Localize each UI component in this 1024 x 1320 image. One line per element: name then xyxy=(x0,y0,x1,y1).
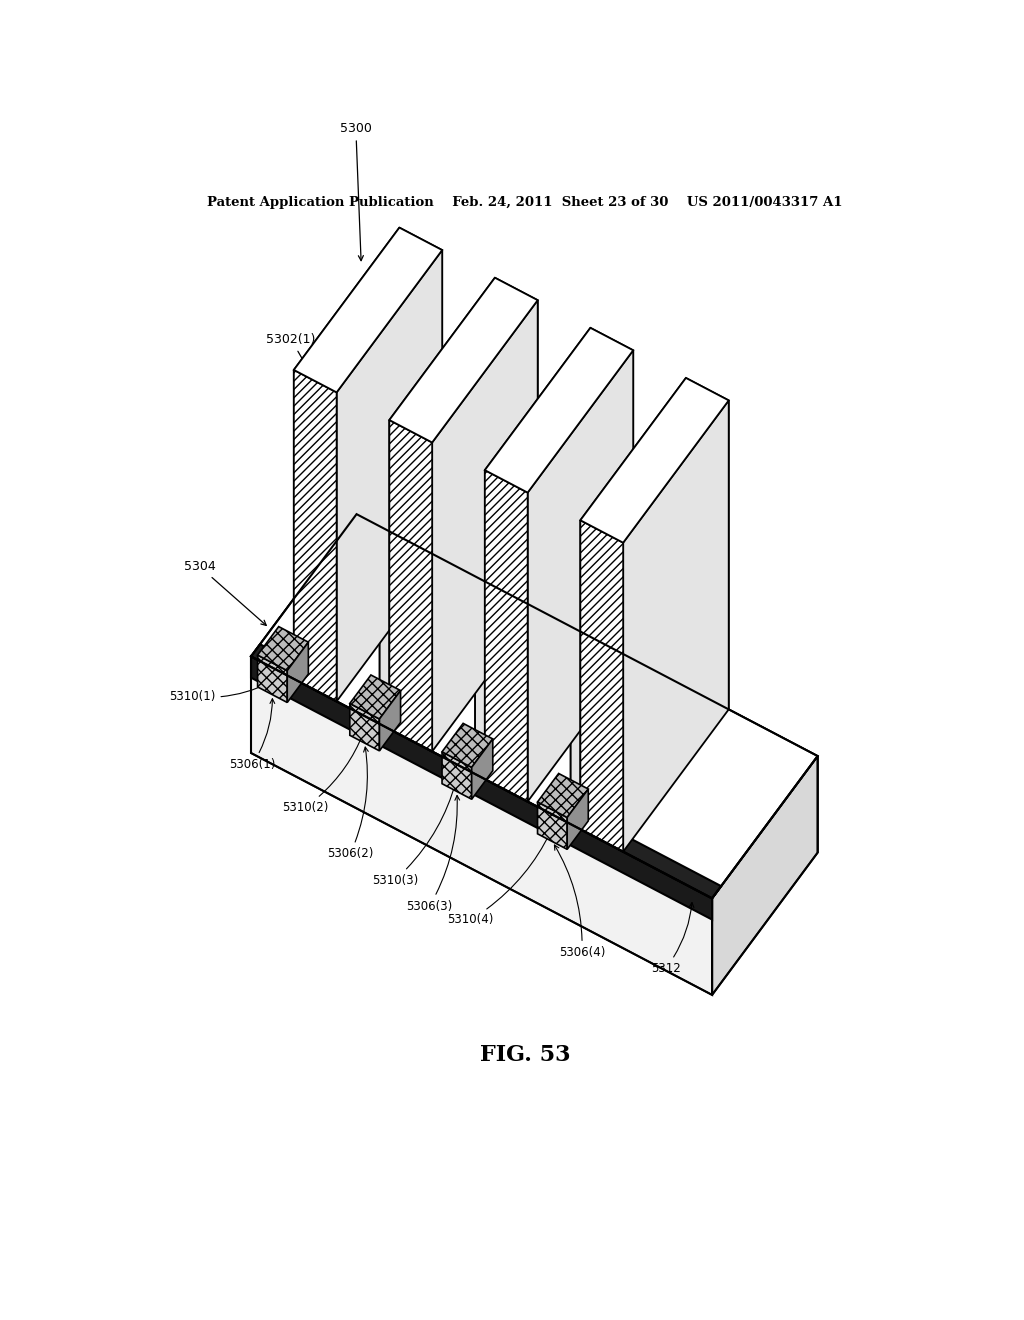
Text: Patent Application Publication    Feb. 24, 2011  Sheet 23 of 30    US 2011/00433: Patent Application Publication Feb. 24, … xyxy=(207,195,843,209)
Polygon shape xyxy=(389,277,538,442)
Polygon shape xyxy=(581,378,729,543)
Polygon shape xyxy=(484,327,591,779)
Polygon shape xyxy=(567,789,588,849)
Polygon shape xyxy=(527,350,633,801)
Text: 5310(2): 5310(2) xyxy=(283,734,364,814)
Polygon shape xyxy=(581,520,624,851)
Polygon shape xyxy=(495,277,538,609)
Polygon shape xyxy=(686,378,729,709)
Text: 5306(4): 5306(4) xyxy=(554,845,605,960)
Text: FIG. 53: FIG. 53 xyxy=(479,1044,570,1065)
Polygon shape xyxy=(472,739,493,799)
Text: 5306(3): 5306(3) xyxy=(407,796,460,912)
Polygon shape xyxy=(356,515,817,853)
Polygon shape xyxy=(294,227,442,392)
Polygon shape xyxy=(389,420,432,751)
Polygon shape xyxy=(484,327,633,492)
Polygon shape xyxy=(475,477,581,774)
Polygon shape xyxy=(350,675,400,719)
Polygon shape xyxy=(581,378,686,829)
Polygon shape xyxy=(337,546,380,723)
Polygon shape xyxy=(380,428,485,723)
Text: 5310(1): 5310(1) xyxy=(169,682,269,704)
Polygon shape xyxy=(251,515,356,752)
Polygon shape xyxy=(484,470,527,801)
Polygon shape xyxy=(527,504,676,669)
Polygon shape xyxy=(380,690,400,751)
Polygon shape xyxy=(251,656,712,995)
Polygon shape xyxy=(591,327,633,659)
Text: 5310(4): 5310(4) xyxy=(447,832,551,927)
Polygon shape xyxy=(432,454,581,619)
Text: 5302(4): 5302(4) xyxy=(578,451,627,527)
Polygon shape xyxy=(570,527,676,824)
Polygon shape xyxy=(251,644,721,899)
Polygon shape xyxy=(633,504,676,681)
Polygon shape xyxy=(251,515,817,899)
Polygon shape xyxy=(288,642,308,702)
Text: 5304: 5304 xyxy=(183,560,266,626)
Polygon shape xyxy=(294,227,399,678)
Polygon shape xyxy=(432,597,475,774)
Polygon shape xyxy=(442,404,485,582)
Polygon shape xyxy=(251,656,712,920)
Text: 5310(3): 5310(3) xyxy=(372,781,457,887)
Polygon shape xyxy=(624,400,729,851)
Text: 5300: 5300 xyxy=(340,123,372,260)
Polygon shape xyxy=(337,249,442,701)
Polygon shape xyxy=(258,627,308,671)
Polygon shape xyxy=(399,227,442,560)
Polygon shape xyxy=(337,404,485,569)
Polygon shape xyxy=(337,404,442,701)
Polygon shape xyxy=(712,756,817,995)
Text: 5302(1): 5302(1) xyxy=(266,333,315,378)
Polygon shape xyxy=(258,655,288,702)
Polygon shape xyxy=(294,370,337,701)
Polygon shape xyxy=(389,277,495,729)
Text: 5302(2): 5302(2) xyxy=(368,356,418,428)
Polygon shape xyxy=(442,752,472,799)
Polygon shape xyxy=(432,454,538,751)
Polygon shape xyxy=(538,774,588,817)
Polygon shape xyxy=(538,454,581,632)
Text: 5306(2): 5306(2) xyxy=(327,747,374,861)
Text: 5312: 5312 xyxy=(650,903,694,975)
Text: 5306(1): 5306(1) xyxy=(229,698,275,771)
Polygon shape xyxy=(527,647,570,824)
Text: 5302(3): 5302(3) xyxy=(472,404,522,478)
Polygon shape xyxy=(527,504,633,801)
Polygon shape xyxy=(350,704,380,751)
Polygon shape xyxy=(538,803,567,849)
Polygon shape xyxy=(442,723,493,767)
Polygon shape xyxy=(432,300,538,751)
